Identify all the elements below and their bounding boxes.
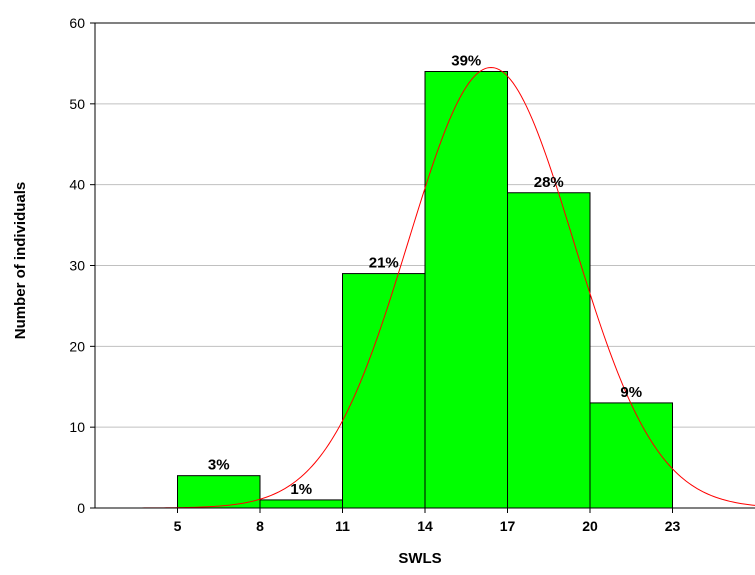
y-tick-label: 40 [69, 177, 85, 193]
bar [589, 402, 673, 509]
normal-curve-line [94, 66, 755, 509]
bar [424, 71, 508, 509]
data-label: 9% [620, 384, 642, 401]
x-axis-label: SWLS [398, 550, 441, 567]
bar [177, 475, 261, 509]
data-label: 3% [208, 457, 230, 474]
x-tick-label: 8 [256, 518, 264, 534]
x-axis-ticks: 5 8 11 14 17 20 23 [174, 508, 681, 534]
y-tick-label: 60 [69, 15, 85, 31]
y-axis-ticks: 0 10 20 30 40 50 60 [69, 15, 95, 516]
data-label: 1% [290, 481, 312, 498]
data-label: 28% [534, 174, 564, 191]
x-tick-label: 11 [335, 518, 350, 534]
bars [177, 71, 673, 509]
bar [507, 192, 591, 509]
data-label: 39% [451, 53, 481, 70]
y-tick-label: 20 [69, 338, 85, 354]
y-tick-label: 10 [69, 419, 85, 435]
x-tick-label: 20 [582, 518, 598, 534]
normal-curve [94, 66, 755, 509]
y-tick-label: 0 [77, 500, 85, 516]
x-tick-label: 5 [174, 518, 182, 534]
bar [342, 273, 426, 509]
x-tick-label: 23 [665, 518, 681, 534]
x-tick-label: 17 [500, 518, 516, 534]
y-axis-label: Number of individuals [12, 182, 29, 340]
data-label: 21% [369, 255, 399, 272]
data-labels: 3% 1% 21% 39% 28% 9% [208, 53, 642, 498]
bar [259, 499, 343, 509]
y-tick-label: 30 [69, 258, 85, 274]
y-tick-label: 50 [69, 96, 85, 112]
x-tick-label: 14 [417, 518, 433, 534]
